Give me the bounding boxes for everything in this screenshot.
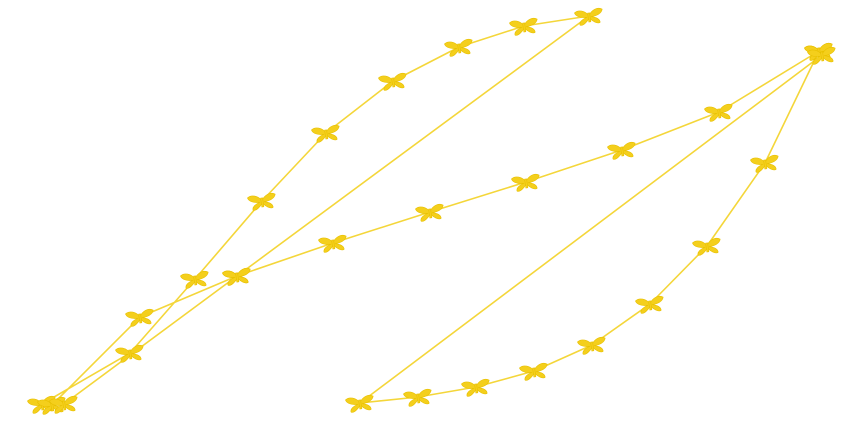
butterfly-icon — [460, 378, 492, 398]
right-loop-line — [359, 50, 823, 404]
left-loop-line — [41, 15, 590, 406]
butterfly-icon — [344, 394, 376, 414]
butterfly-icon — [703, 103, 735, 123]
middle-path-line — [63, 50, 820, 405]
butterfly-icon — [402, 388, 434, 408]
butterfly-icon — [114, 344, 146, 364]
butterfly-icon — [508, 17, 540, 37]
butterfly-icon — [749, 154, 781, 174]
butterfly-icon — [124, 308, 156, 328]
butterfly-icon — [576, 336, 608, 356]
butterfly-icon — [317, 234, 349, 254]
butterfly-icon — [518, 362, 550, 382]
butterfly-icon — [310, 124, 342, 144]
butterfly-icon — [691, 237, 723, 257]
butterfly-icon — [606, 141, 638, 161]
butterfly-icon — [246, 192, 278, 212]
butterfly-icon — [179, 270, 211, 290]
butterfly-icon — [414, 203, 446, 223]
connector-lines — [41, 15, 823, 406]
butterfly-icon — [510, 173, 542, 193]
butterfly-icon — [443, 38, 475, 58]
butterfly-markers — [26, 7, 838, 416]
